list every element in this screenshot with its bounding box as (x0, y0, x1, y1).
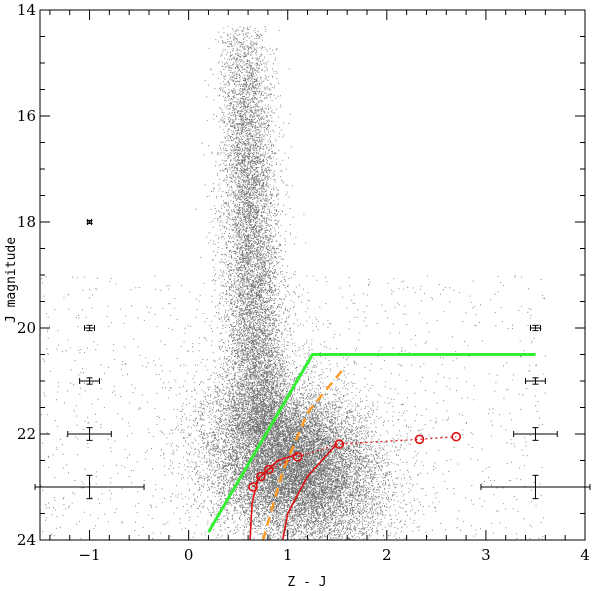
selection-boundary-line (207, 353, 536, 533)
track-point-marker (256, 471, 266, 482)
y-tick-label: 22 (17, 425, 36, 443)
x-tick-label: 3 (481, 546, 491, 564)
y-tick-label: 14 (17, 1, 36, 19)
track-point-marker (264, 464, 274, 475)
y-tick-label: 16 (17, 107, 36, 125)
x-tick-label: 4 (580, 546, 590, 564)
dotted-track-line (252, 436, 457, 488)
error-bar-right (480, 474, 591, 500)
error-bar-left (67, 427, 112, 441)
chart-lines (207, 353, 536, 541)
x-tick-label: 0 (184, 546, 194, 564)
error-bar-left (86, 219, 93, 225)
x-tick-label: 1 (283, 546, 293, 564)
error-bar-right (530, 324, 541, 332)
track-point-marker (292, 451, 303, 462)
x-axis-title: Z - J (287, 575, 326, 590)
x-tick-label: −1 (78, 546, 100, 564)
y-tick-label: 18 (17, 213, 36, 231)
error-bar-right (525, 377, 546, 385)
dashed-track-line (261, 369, 344, 541)
error-bars (34, 219, 591, 500)
error-bar-left (34, 474, 145, 500)
axis-ticks (40, 9, 586, 541)
error-bar-left (84, 324, 95, 332)
track-point-marker (451, 431, 462, 442)
scatter-point-cloud (40, 26, 546, 541)
track-point-marker (334, 439, 345, 449)
y-axis-title: J magnitude (4, 237, 19, 323)
solid-track-curve-2 (282, 442, 338, 541)
x-tick-label: 2 (382, 546, 392, 564)
plot-axes: −1 0 1 2 3 4 14 16 18 20 22 24 (17, 1, 590, 564)
scatter-points (40, 26, 546, 541)
error-bar-left (79, 377, 100, 385)
error-bar-right (513, 427, 558, 441)
track-point-marker (414, 434, 425, 445)
y-tick-label: 20 (17, 319, 36, 337)
track-point-marker (248, 482, 258, 492)
y-tick-label: 24 (17, 531, 36, 549)
